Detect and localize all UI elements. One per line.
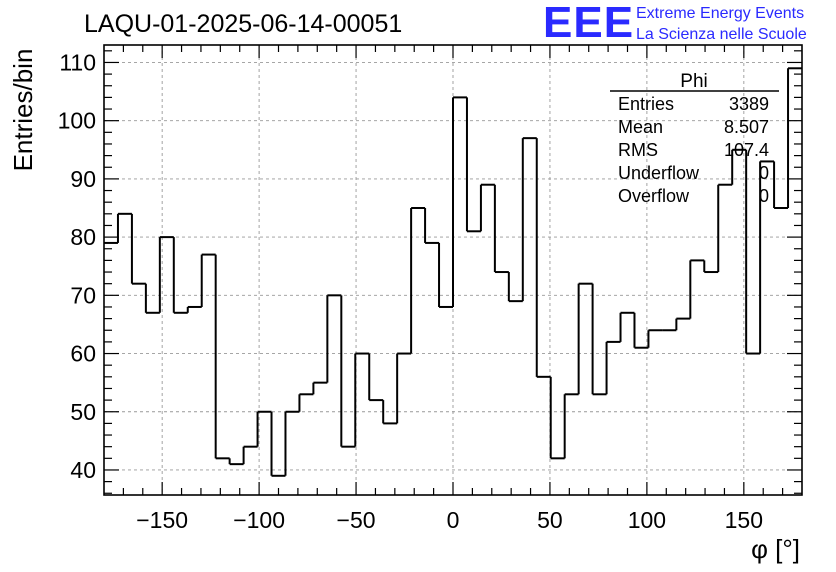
tick-labels: −150 −100 −50 0 50 100 150 40 50 60 70 80 90 100 110 — [58, 49, 763, 533]
x-tick-label: 0 — [447, 507, 460, 533]
histogram-series — [104, 67, 802, 477]
y-axis-label: Entries/bin — [8, 49, 38, 172]
eee-logo: EEE — [543, 0, 635, 47]
stats-row-label: Mean — [618, 117, 663, 137]
y-tick-label: 100 — [58, 108, 96, 134]
y-tick-label: 90 — [70, 166, 96, 192]
x-tick-label: 50 — [537, 507, 563, 533]
stats-row-label: Underflow — [618, 163, 700, 183]
chart-title: LAQU-01-2025-06-14-00051 — [84, 10, 403, 38]
x-tick-label: 150 — [725, 507, 763, 533]
y-tick-label: 110 — [59, 49, 96, 75]
y-tick-label: 70 — [70, 282, 96, 308]
y-tick-label: 60 — [70, 341, 96, 367]
x-tick-label: −150 — [136, 507, 188, 533]
stats-row-value: 3389 — [729, 94, 769, 114]
stats-row-value: 8.507 — [724, 117, 769, 137]
axis-ticks — [104, 45, 802, 495]
stats-row-value: 0 — [759, 163, 769, 183]
stats-row-value: 107.4 — [724, 140, 769, 160]
stats-box: Phi Entries 3389 Mean 8.507 RMS 107.4 Underflo… — [610, 71, 779, 206]
x-tick-label: 100 — [628, 507, 666, 533]
y-tick-label: 40 — [70, 457, 96, 483]
x-tick-label: −100 — [233, 507, 285, 533]
logo-caption-line1: Extreme Energy Events — [636, 5, 805, 22]
x-tick-label: −50 — [337, 507, 376, 533]
y-tick-label: 80 — [70, 224, 96, 250]
logo-caption-line2: La Scienza nelle Scuole — [636, 26, 807, 43]
x-axis-label: φ [°] — [751, 534, 800, 564]
stats-box-name: Phi — [680, 71, 707, 92]
stats-row-label: Overflow — [618, 186, 690, 206]
stats-row-value: 0 — [759, 186, 769, 206]
y-tick-label: 50 — [70, 399, 96, 425]
stats-row-label: Entries — [618, 94, 674, 114]
logo-caption: Extreme Energy Events La Scienza nelle S… — [636, 3, 807, 45]
stats-row-label: RMS — [618, 140, 658, 160]
